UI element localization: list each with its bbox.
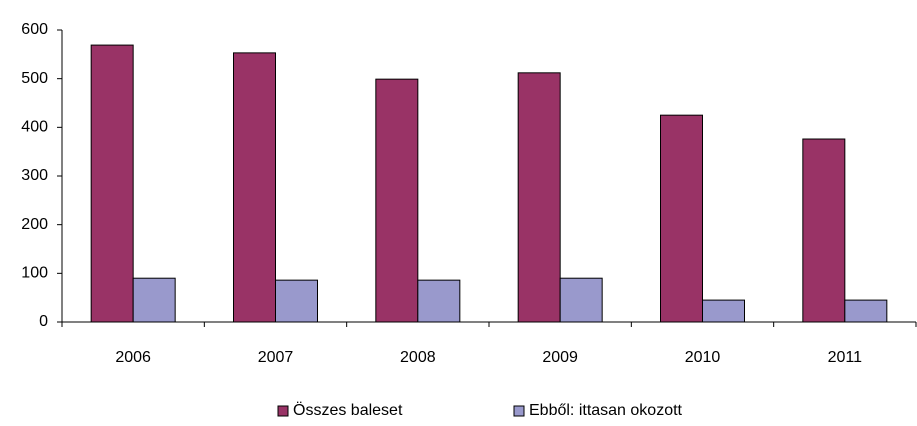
y-tick-label: 300 (21, 167, 48, 184)
bar (802, 138, 846, 323)
legend-label: Ebből: ittasan okozott (529, 402, 683, 419)
x-tick-label: 2007 (258, 349, 294, 366)
y-tick-label: 200 (21, 216, 48, 233)
bar (702, 299, 745, 323)
bar (517, 72, 561, 323)
bar (233, 52, 276, 323)
y-tick-label: 400 (21, 119, 48, 136)
bar (132, 277, 176, 323)
y-tick-label: 500 (21, 70, 48, 87)
bar (375, 78, 419, 323)
bar (660, 114, 703, 323)
bar (417, 279, 461, 323)
bar (90, 44, 134, 323)
y-tick-label: 600 (21, 21, 48, 38)
x-tick-label: 2006 (115, 349, 151, 366)
bar (844, 299, 888, 323)
x-tick-label: 2008 (400, 349, 436, 366)
x-tick-label: 2009 (542, 349, 578, 366)
bar (275, 279, 318, 323)
legend-swatch (513, 405, 525, 417)
y-tick-label: 0 (39, 313, 48, 330)
y-tick-label: 100 (21, 265, 48, 282)
x-tick-label: 2011 (828, 349, 863, 366)
x-tick-label: 2010 (685, 349, 721, 366)
legend-swatch (277, 405, 289, 417)
legend-label: Összes baleset (293, 401, 403, 419)
bar (559, 277, 603, 323)
